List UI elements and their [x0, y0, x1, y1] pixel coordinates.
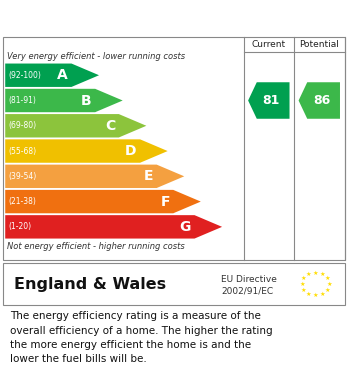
Polygon shape [5, 190, 201, 213]
Polygon shape [5, 215, 222, 239]
Text: ★: ★ [313, 271, 319, 276]
Text: (69-80): (69-80) [9, 121, 37, 130]
Text: ★: ★ [313, 293, 319, 298]
Text: ★: ★ [301, 276, 307, 282]
Text: G: G [180, 220, 191, 234]
Text: E: E [144, 169, 153, 183]
Text: (92-100): (92-100) [9, 71, 41, 80]
Polygon shape [5, 139, 168, 163]
Text: (39-54): (39-54) [9, 172, 37, 181]
Text: C: C [105, 119, 115, 133]
Polygon shape [5, 165, 184, 188]
Text: (21-38): (21-38) [9, 197, 37, 206]
Text: Current: Current [252, 40, 286, 49]
Text: 2002/91/EC: 2002/91/EC [221, 287, 273, 296]
Text: 81: 81 [263, 94, 280, 107]
Text: ★: ★ [306, 272, 312, 277]
Text: The energy efficiency rating is a measure of the
overall efficiency of a home. T: The energy efficiency rating is a measur… [10, 311, 273, 364]
Text: Not energy efficient - higher running costs: Not energy efficient - higher running co… [7, 242, 185, 251]
Text: EU Directive: EU Directive [221, 274, 277, 283]
Polygon shape [5, 89, 123, 112]
Text: (1-20): (1-20) [9, 222, 32, 231]
Text: B: B [81, 93, 92, 108]
Text: ★: ★ [320, 292, 326, 297]
Text: ★: ★ [306, 292, 312, 297]
Text: ★: ★ [327, 282, 332, 287]
Text: ★: ★ [301, 287, 307, 292]
Text: ★: ★ [320, 272, 326, 277]
Text: A: A [57, 68, 68, 82]
Text: 86: 86 [313, 94, 331, 107]
Text: F: F [160, 195, 170, 208]
Text: (55-68): (55-68) [9, 147, 37, 156]
Text: ★: ★ [299, 282, 305, 287]
Text: Potential: Potential [299, 40, 339, 49]
Text: Energy Efficiency Rating: Energy Efficiency Rating [10, 10, 232, 25]
Polygon shape [248, 82, 290, 119]
Polygon shape [5, 63, 99, 87]
Text: Very energy efficient - lower running costs: Very energy efficient - lower running co… [7, 52, 185, 61]
Text: D: D [125, 144, 137, 158]
Text: ★: ★ [325, 276, 331, 282]
Text: (81-91): (81-91) [9, 96, 37, 105]
Text: England & Wales: England & Wales [14, 277, 166, 292]
Polygon shape [5, 114, 147, 138]
Text: ★: ★ [325, 287, 331, 292]
Polygon shape [299, 82, 340, 119]
